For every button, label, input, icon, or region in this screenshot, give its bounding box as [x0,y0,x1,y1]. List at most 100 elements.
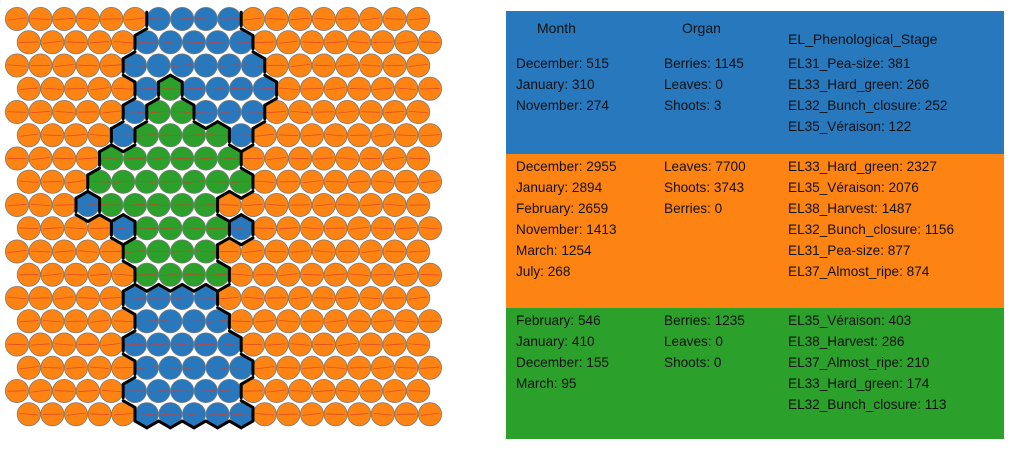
list-item: EL38_Harvest: 286 [788,334,905,349]
som-weight-line [267,203,287,207]
som-weight-line [314,297,334,299]
som-weight-line [420,366,440,369]
cluster-boundary-edge [216,189,231,200]
cluster-boundary-edge [86,166,102,177]
som-weight-line [420,412,440,416]
som-weight-line [54,157,74,160]
som-weight-line [7,17,27,21]
som-weight-line [302,274,322,276]
som-weight-line [267,156,287,161]
som-weight-line [184,366,204,369]
list-item: EL35_Véraison: 122 [788,119,912,134]
list-item: January: 410 [516,334,595,349]
cluster-boundary-edge [192,120,208,130]
som-weight-line [349,180,369,183]
som-weight-line [172,296,192,300]
som-weight-line [137,180,157,183]
som-weight-line [420,41,440,43]
som-weight-line [326,366,346,369]
som-weight-line [385,343,405,346]
cluster-boundary-edge [168,282,184,293]
cluster-boundary-edge [145,282,161,293]
som-weight-line [196,64,216,67]
som-weight-line [314,389,334,393]
cluster-boundary-edge [227,236,243,247]
som-weight-line [19,133,39,137]
som-weight-line [385,18,405,20]
som-weight-line [66,180,86,184]
som-weight-line [326,87,346,91]
som-weight-line [231,226,251,230]
som-weight-line [361,64,381,67]
som-weight-line [302,180,322,184]
cluster-boundary-edge [121,96,137,107]
list-item: July: 268 [516,264,571,279]
cluster-boundary-edge [168,73,184,84]
som-weight-line [101,389,121,393]
som-weight-line [19,413,39,416]
som-weight-line [172,110,192,114]
cluster-boundary-edge [121,306,137,316]
som-weight-line [243,203,263,207]
cluster-boundary-edge [133,120,149,130]
som-weight-line [78,203,98,207]
cluster-boundary-edge [251,50,267,61]
som-weight-line [42,320,62,323]
som-weight-line [231,320,251,322]
som-weight-line [196,297,216,299]
som-weight-line [408,17,428,21]
cluster-boundary-edge [145,96,161,107]
som-weight-line [160,40,180,44]
stage-column: EL35_Véraison: 403 EL38_Harvest: 286 EL3… [788,310,946,415]
som-weight-line [19,366,39,370]
som-weight-line [184,180,204,184]
som-weight-line [420,227,440,230]
som-weight-line [66,274,86,276]
stage-column: EL31_Pea-size: 381 EL33_Hard_green: 266 … [788,53,947,137]
som-weight-line [361,203,381,207]
som-weight-line [349,41,369,44]
som-weight-line [78,297,98,299]
cluster-boundary-edge [98,143,113,154]
list-item: March: 1254 [516,243,592,258]
list-item: EL38_Harvest: 1487 [788,201,912,216]
som-weight-line [149,343,169,346]
som-weight-line [219,157,239,160]
som-weight-line [278,134,298,136]
som-weight-line [385,156,405,161]
organ-header: Organ [682,20,721,36]
som-weight-line [196,250,216,253]
list-item: March: 95 [516,376,577,391]
organ-column: Berries: 1145 Leaves: 0 Shoots: 3 [664,53,744,116]
som-weight-line [278,367,298,369]
som-weight-line [113,273,133,276]
som-weight-line [160,367,180,369]
som-weight-line [42,227,62,230]
som-weight-line [385,389,405,393]
list-item: Leaves: 0 [664,77,723,92]
som-weight-line [408,157,428,160]
som-weight-line [243,17,263,21]
list-item: EL31_Pea-size: 877 [788,243,911,258]
som-weight-line [290,343,310,346]
som-weight-line [208,273,228,276]
som-weight-line [420,134,440,137]
som-weight-line [54,110,74,114]
som-weight-line [373,366,393,370]
som-weight-line [255,366,275,370]
som-weight-line [326,181,346,183]
som-weight-line [231,413,251,416]
cluster-boundary-edge [121,73,137,84]
som-weight-line [243,296,263,300]
som-weight-line [113,180,133,183]
cluster-boundary-edge [204,419,220,430]
list-item: November: 274 [516,98,609,113]
som-weight-line [208,319,228,323]
som-weight-line [349,273,369,276]
som-weight-line [267,250,287,253]
som-weight-line [396,87,416,90]
list-item: EL37_Almost_ripe: 874 [788,264,930,279]
cluster-boundary-edge [239,143,255,154]
cluster-boundary-edge [239,419,255,430]
cluster-boundary-edge [133,419,149,430]
